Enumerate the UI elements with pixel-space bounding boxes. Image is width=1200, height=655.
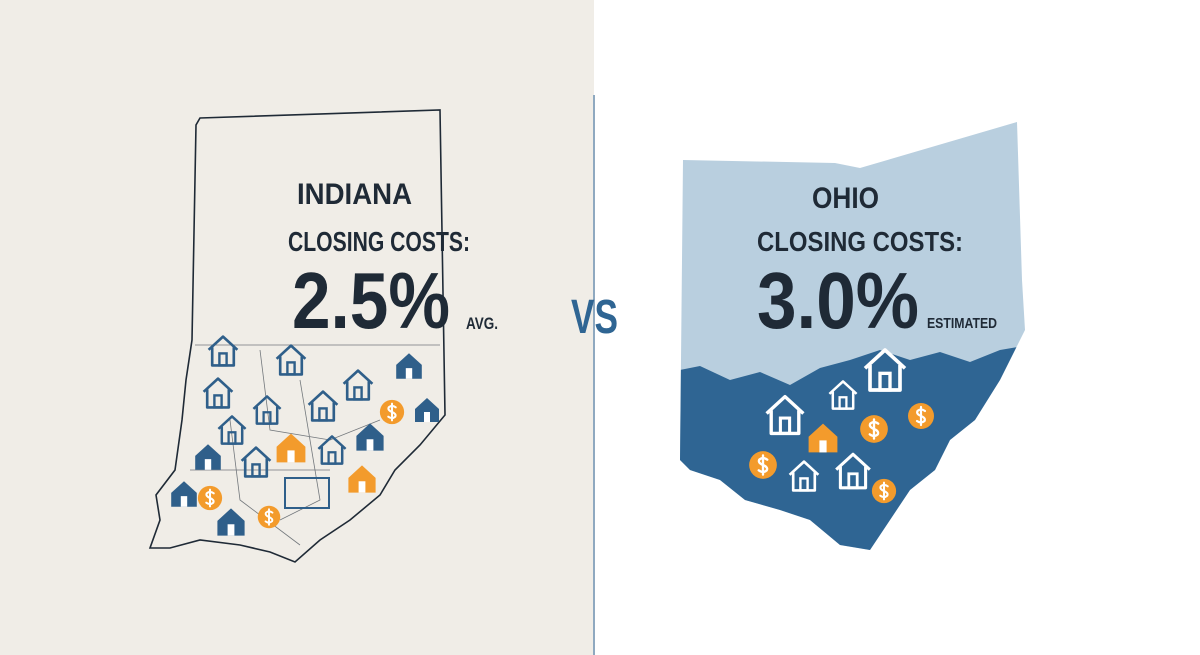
- state-name: INDIANA: [297, 178, 412, 211]
- vs-label: VS: [571, 291, 618, 344]
- county-lines: [190, 344, 440, 546]
- cost-note: ESTIMATED: [927, 315, 997, 332]
- cost-note: AVG.: [466, 314, 498, 333]
- cost-value: 3.0%: [757, 256, 919, 345]
- cost-label: CLOSING COSTS:: [757, 226, 963, 257]
- coin-icon: [378, 398, 406, 426]
- coin-icon: [906, 401, 936, 431]
- indiana-map: [148, 109, 446, 563]
- cost-value: 2.5%: [292, 256, 450, 345]
- cost-label: CLOSING COSTS:: [288, 226, 470, 257]
- indiana-houses: [171, 335, 439, 536]
- coin-icon: [870, 477, 898, 505]
- left-panel: [0, 0, 594, 655]
- coin-icon: [256, 504, 282, 530]
- coin-icon: [858, 413, 890, 445]
- coin-icon: [747, 449, 779, 481]
- coin-icon: [196, 484, 224, 512]
- building-icon: [284, 477, 330, 509]
- state-name: OHIO: [812, 182, 879, 215]
